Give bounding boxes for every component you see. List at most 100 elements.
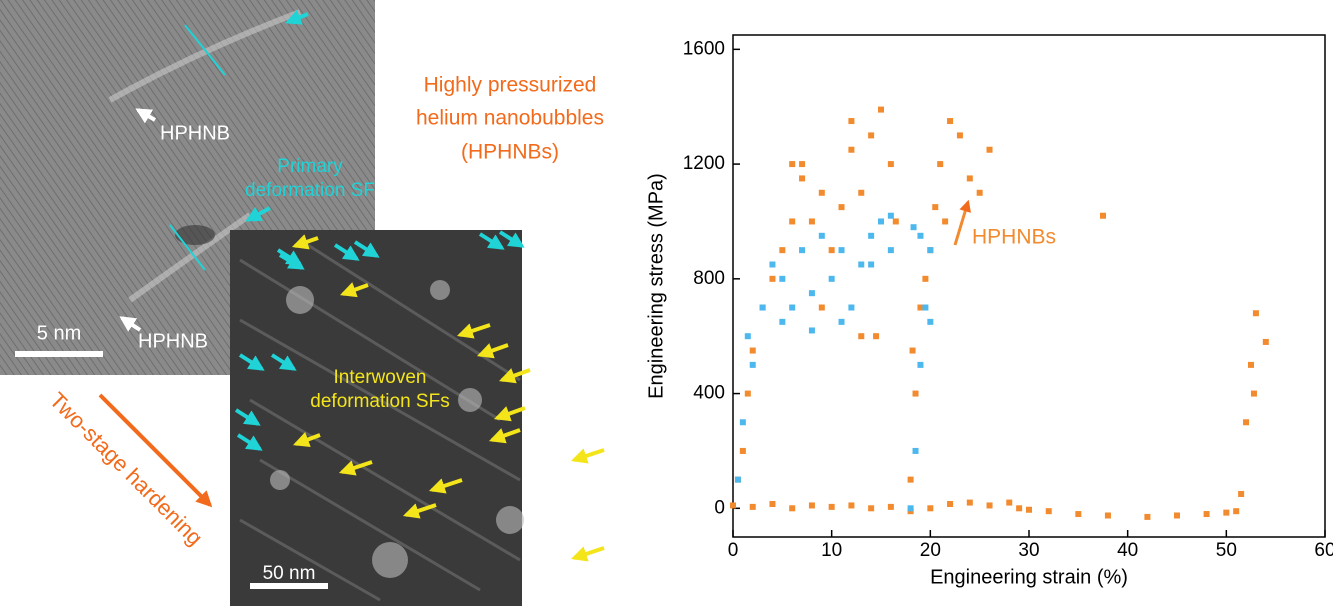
point <box>838 204 845 211</box>
point <box>808 290 815 297</box>
point <box>927 318 934 325</box>
point <box>907 505 914 512</box>
arrow <box>98 393 213 508</box>
point <box>1252 310 1259 317</box>
x-axis-label: Engineering strain (%) <box>930 566 1128 588</box>
point <box>887 503 894 510</box>
point <box>1262 338 1269 345</box>
point <box>1075 511 1082 518</box>
point <box>927 505 934 512</box>
point <box>1104 512 1111 519</box>
point <box>873 333 880 340</box>
point <box>789 304 796 311</box>
point <box>828 275 835 282</box>
point <box>907 476 914 483</box>
x-tick-label: 20 <box>920 540 941 561</box>
point <box>858 261 865 268</box>
x-tick-label: 40 <box>1117 540 1138 561</box>
y-tick-label: 800 <box>693 268 725 289</box>
point <box>1144 513 1151 520</box>
point <box>932 204 939 211</box>
scale-label: 50 nm <box>263 563 316 584</box>
y-tick-label: 1600 <box>683 38 725 59</box>
point <box>779 275 786 282</box>
point <box>1174 512 1180 519</box>
point <box>749 361 756 368</box>
point <box>789 218 796 225</box>
x-tick-label: 30 <box>1018 540 1039 561</box>
point <box>892 218 899 225</box>
darkfield-image: Interwoven deformation SFs 50 nm <box>230 230 605 606</box>
label: deformation SF <box>245 180 375 201</box>
point <box>937 161 944 168</box>
point <box>887 247 894 254</box>
point <box>947 118 954 125</box>
point <box>986 502 993 509</box>
point <box>986 146 993 153</box>
note: (HPHNBs) <box>461 141 559 164</box>
point <box>808 218 815 225</box>
y-tick-label: 400 <box>693 383 725 404</box>
point <box>739 419 746 426</box>
point <box>799 247 806 254</box>
point <box>739 447 746 454</box>
y-axis-label: Engineering stress (MPa) <box>645 173 667 399</box>
point <box>789 161 796 168</box>
point <box>1203 511 1210 518</box>
point <box>848 304 855 311</box>
point <box>749 347 756 354</box>
point <box>848 502 855 509</box>
point <box>730 502 736 509</box>
point <box>828 503 835 510</box>
point <box>887 212 894 219</box>
note: Highly pressurized <box>424 74 597 97</box>
point <box>868 132 875 139</box>
point <box>1248 361 1254 368</box>
point <box>1243 419 1250 426</box>
point <box>912 390 919 397</box>
y-tick-label: 1200 <box>683 153 725 174</box>
label: HPHNB <box>160 122 230 144</box>
point <box>947 501 954 508</box>
point <box>1026 506 1032 513</box>
label: HPHNB <box>138 330 208 352</box>
plot-frame <box>732 34 1326 538</box>
point <box>818 189 825 196</box>
point <box>838 318 845 325</box>
point <box>1045 508 1052 515</box>
point <box>868 232 875 239</box>
note: Two-stage hardening <box>45 387 208 550</box>
hrtem-image: HPHNB Primary deformation SF HPHNB 5 nm <box>0 0 375 375</box>
note: helium nanobubbles <box>416 107 604 130</box>
point <box>927 247 934 254</box>
point <box>779 318 786 325</box>
point <box>1223 509 1230 516</box>
point <box>838 247 845 254</box>
point <box>922 304 929 311</box>
point <box>878 218 884 225</box>
annotation-arrow <box>953 199 971 246</box>
point <box>868 505 875 512</box>
point <box>858 189 865 196</box>
point <box>858 333 865 340</box>
point <box>759 304 766 311</box>
point <box>779 247 786 254</box>
point <box>789 505 796 512</box>
plot: 0 10 20 30 40 50 60 0 400 800 1200 1600 Engineering … <box>645 34 1333 588</box>
point <box>1100 212 1106 219</box>
point <box>917 361 924 368</box>
point <box>848 118 855 125</box>
point <box>912 447 919 454</box>
point <box>922 275 929 282</box>
point <box>808 502 815 509</box>
scale-label: 5 nm <box>37 322 81 344</box>
point <box>744 333 751 340</box>
label: Interwoven <box>334 367 427 388</box>
point <box>848 146 855 153</box>
point <box>769 501 776 508</box>
point <box>1016 505 1023 512</box>
x-tick-label: 10 <box>821 540 842 561</box>
point <box>1006 499 1013 506</box>
